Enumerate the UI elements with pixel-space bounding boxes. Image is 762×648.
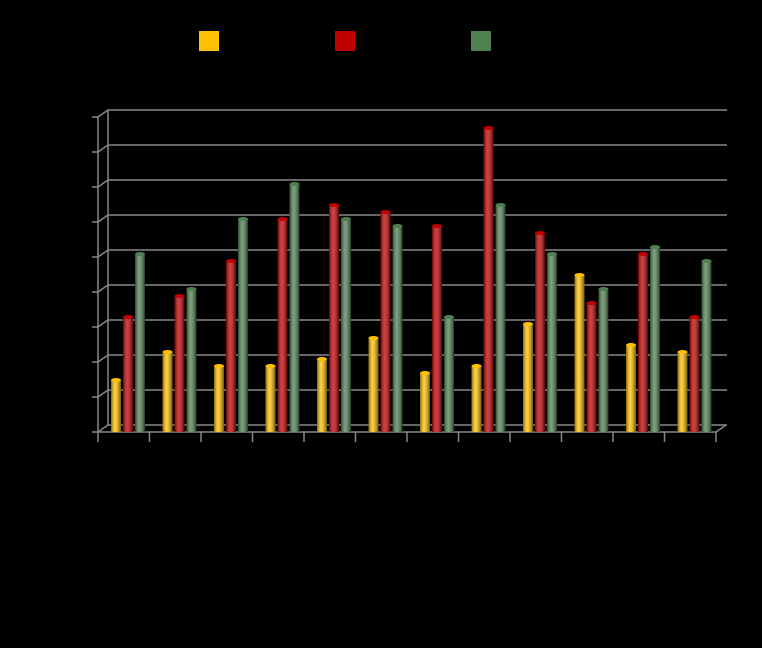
bar-top (392, 224, 403, 228)
bar-top (444, 315, 454, 319)
bar-top (701, 259, 712, 263)
bar-shade (392, 226, 403, 432)
bar-shade (574, 275, 585, 432)
bar-shade (329, 205, 339, 432)
bar-shade (523, 324, 533, 432)
bar-top (471, 364, 482, 368)
bar-top (689, 315, 700, 319)
bar-shade (238, 219, 248, 432)
bar-top (598, 287, 609, 291)
bar-top (186, 287, 197, 291)
bar-shade (420, 373, 430, 432)
bar-top (547, 252, 557, 256)
bar-top (214, 364, 224, 368)
bar-shade (586, 303, 597, 432)
bar-top (626, 343, 636, 347)
bar-top (277, 217, 288, 221)
bar-top (677, 350, 688, 354)
bar-shade (432, 226, 442, 432)
bar-shade (380, 212, 391, 432)
bar-shade (626, 345, 636, 432)
bar-top (111, 378, 121, 382)
bar-top (174, 294, 185, 298)
bar-shade (214, 366, 224, 432)
bar-shade (471, 366, 482, 432)
bar-shade (650, 247, 660, 432)
legend-swatch (471, 31, 491, 51)
back-wall-edge (107, 110, 727, 433)
bar-shade (186, 289, 197, 432)
bar-top (638, 252, 648, 256)
bar-shade (638, 254, 648, 432)
bar-shade (495, 205, 506, 432)
bar-top (380, 210, 391, 214)
bar-shade (598, 289, 609, 432)
bar-top (135, 252, 145, 256)
bar-top (329, 203, 339, 207)
legend-swatch (199, 31, 219, 51)
bar-shade (317, 359, 327, 432)
bar-shade (162, 352, 173, 432)
bar-top (495, 203, 506, 207)
bar-top (341, 217, 351, 221)
bar-top (483, 126, 494, 130)
bar-shade (535, 233, 545, 432)
bar-top (226, 259, 236, 263)
bar-shade (341, 219, 351, 432)
bar-top (289, 182, 300, 186)
bar-shade (174, 296, 185, 432)
bar-top (432, 224, 442, 228)
bar-top (123, 315, 133, 319)
bar-shade (701, 261, 712, 432)
bar-top (535, 231, 545, 235)
bar-shade (277, 219, 288, 432)
bar-top (420, 371, 430, 375)
bar-shade (689, 317, 700, 432)
bar-top (317, 357, 327, 361)
bar-top (265, 364, 276, 368)
bar-top (368, 336, 379, 340)
bar-shade (547, 254, 557, 432)
bar-shade (135, 254, 145, 432)
bar-shade (444, 317, 454, 432)
bar-shade (483, 128, 494, 432)
bar-shade (123, 317, 133, 432)
bar-shade (226, 261, 236, 432)
bar-shade (289, 184, 300, 432)
legend-swatch (335, 31, 355, 51)
bar-top (574, 273, 585, 277)
bar-top (523, 322, 533, 326)
bar-shade (111, 380, 121, 432)
bar-top (650, 245, 660, 249)
bar-shade (265, 366, 276, 432)
bar-top (586, 301, 597, 305)
bar-shade (677, 352, 688, 432)
bar-top (238, 217, 248, 221)
bar-shade (368, 338, 379, 432)
bar-top (162, 350, 173, 354)
